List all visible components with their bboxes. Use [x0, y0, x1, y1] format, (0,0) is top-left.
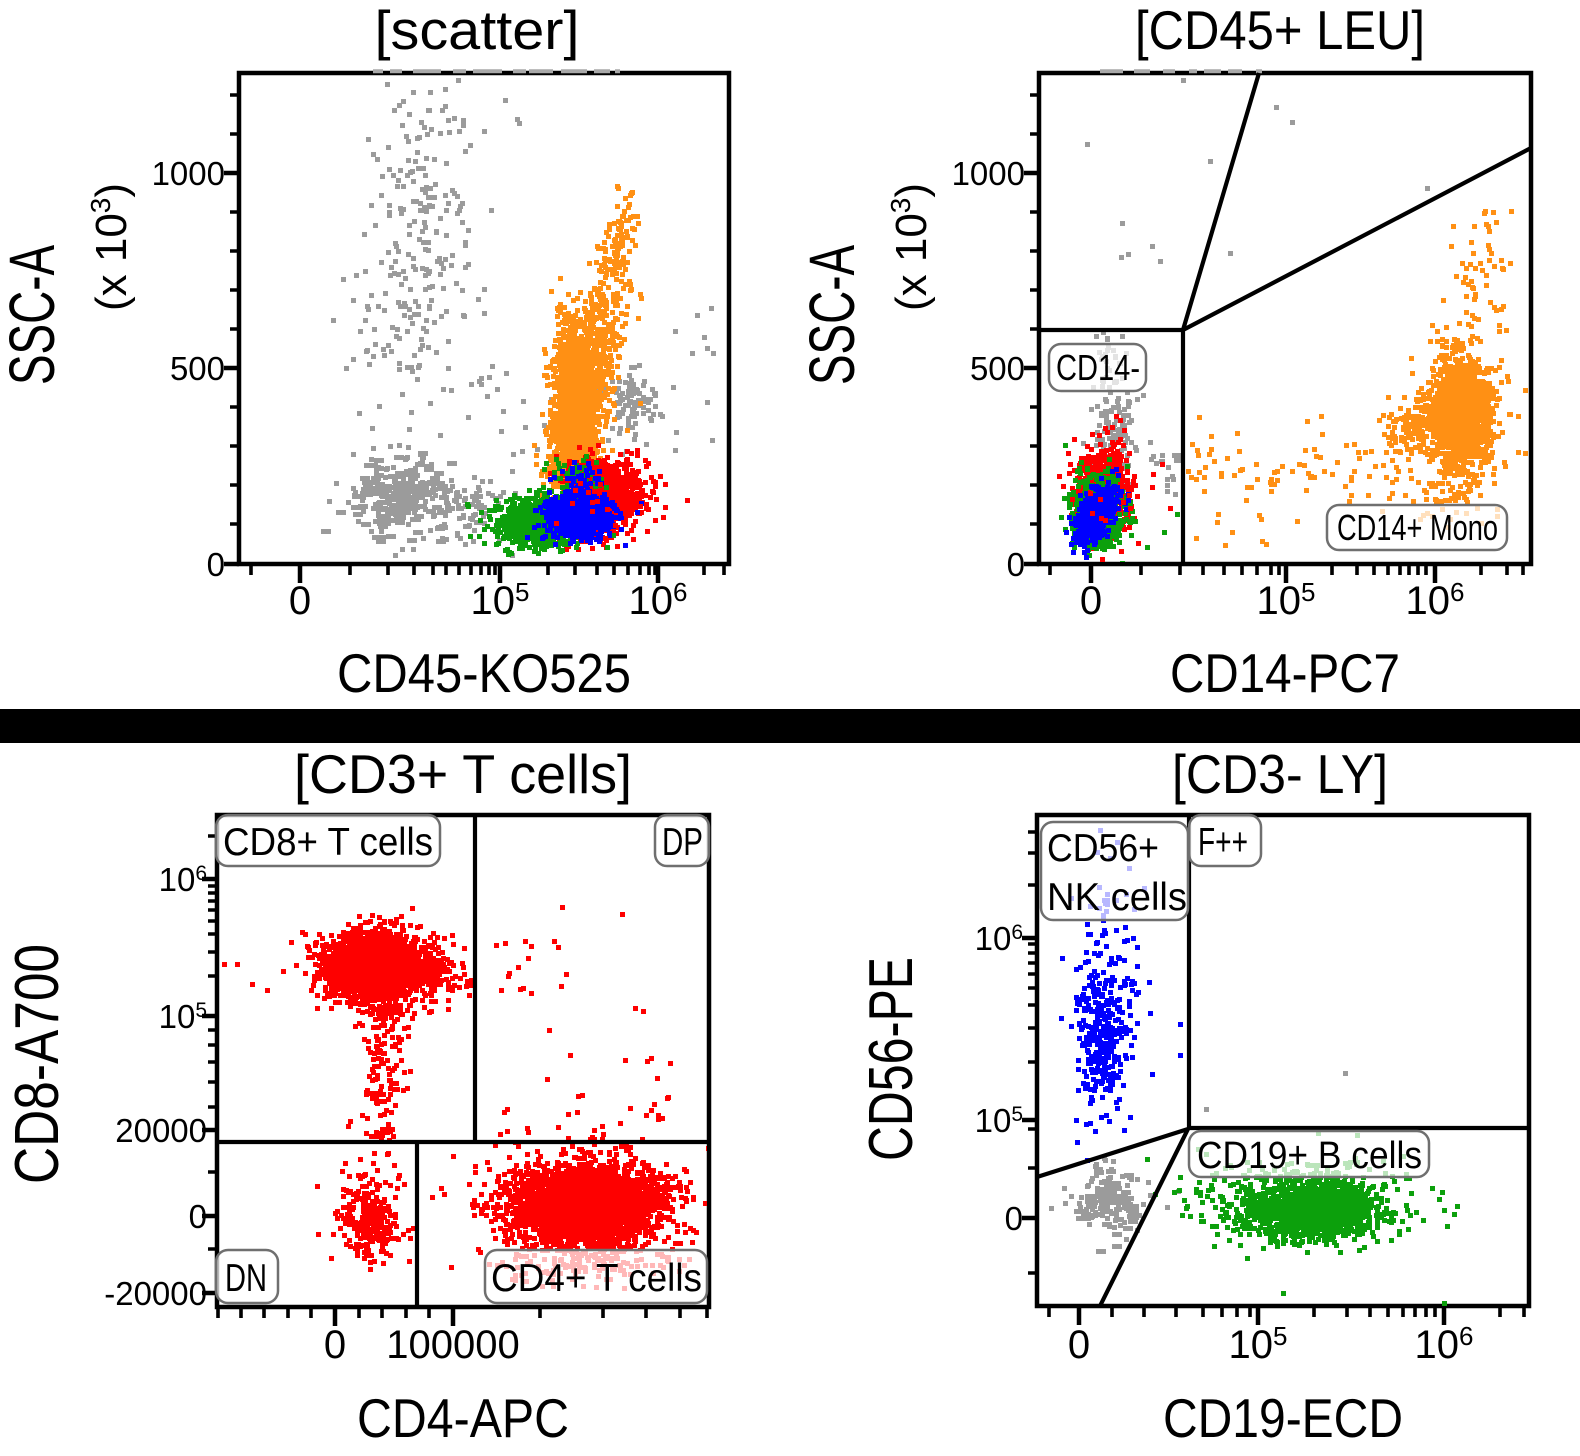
svg-text:NK cells: NK cells	[1047, 876, 1187, 919]
svg-text:DN: DN	[225, 1257, 267, 1300]
svg-text:CD45-KO525: CD45-KO525	[337, 642, 631, 704]
svg-text:0: 0	[207, 546, 225, 583]
svg-text:CD8+ T cells: CD8+ T cells	[223, 821, 433, 864]
svg-text:0: 0	[1005, 1200, 1023, 1237]
svg-text:1000: 1000	[152, 155, 225, 192]
svg-text:CD4+ T cells: CD4+ T cells	[491, 1257, 702, 1300]
svg-text:DP: DP	[662, 821, 703, 864]
svg-text:105: 105	[471, 577, 530, 623]
svg-text:0: 0	[189, 1198, 207, 1235]
svg-text:CD19+ B cells: CD19+ B cells	[1197, 1135, 1422, 1177]
svg-text:CD56-PE: CD56-PE	[857, 957, 926, 1161]
svg-text:CD8-A700: CD8-A700	[3, 944, 72, 1184]
svg-text:CD19-ECD: CD19-ECD	[1163, 1387, 1403, 1449]
svg-text:CD14-: CD14-	[1056, 347, 1140, 388]
svg-text:1000: 1000	[952, 155, 1025, 192]
svg-text:F++: F++	[1198, 821, 1248, 864]
svg-text:[CD3- LY]: [CD3- LY]	[1172, 743, 1388, 805]
svg-text:20000: 20000	[115, 1112, 207, 1149]
svg-text:[CD3+ T cells]: [CD3+ T cells]	[294, 743, 632, 805]
svg-text:-20000: -20000	[104, 1275, 207, 1312]
svg-text:0: 0	[289, 579, 311, 623]
svg-text:0: 0	[324, 1323, 346, 1367]
svg-text:0: 0	[1080, 579, 1102, 623]
svg-text:[CD45+ LEU]: [CD45+ LEU]	[1135, 0, 1425, 61]
svg-text:500: 500	[170, 350, 225, 387]
svg-text:CD14+ Mono: CD14+ Mono	[1337, 507, 1498, 548]
svg-text:100000: 100000	[386, 1323, 519, 1367]
svg-text:0: 0	[1007, 546, 1025, 583]
svg-text:[scatter]: [scatter]	[375, 0, 580, 61]
svg-text:500: 500	[970, 350, 1025, 387]
svg-text:0: 0	[1068, 1323, 1090, 1367]
svg-text:SSC-A: SSC-A	[796, 245, 868, 385]
svg-text:CD56+: CD56+	[1047, 827, 1159, 870]
svg-text:CD4-APC: CD4-APC	[357, 1387, 569, 1449]
svg-text:SSC-A: SSC-A	[0, 245, 68, 385]
svg-text:CD14-PC7: CD14-PC7	[1170, 642, 1400, 704]
